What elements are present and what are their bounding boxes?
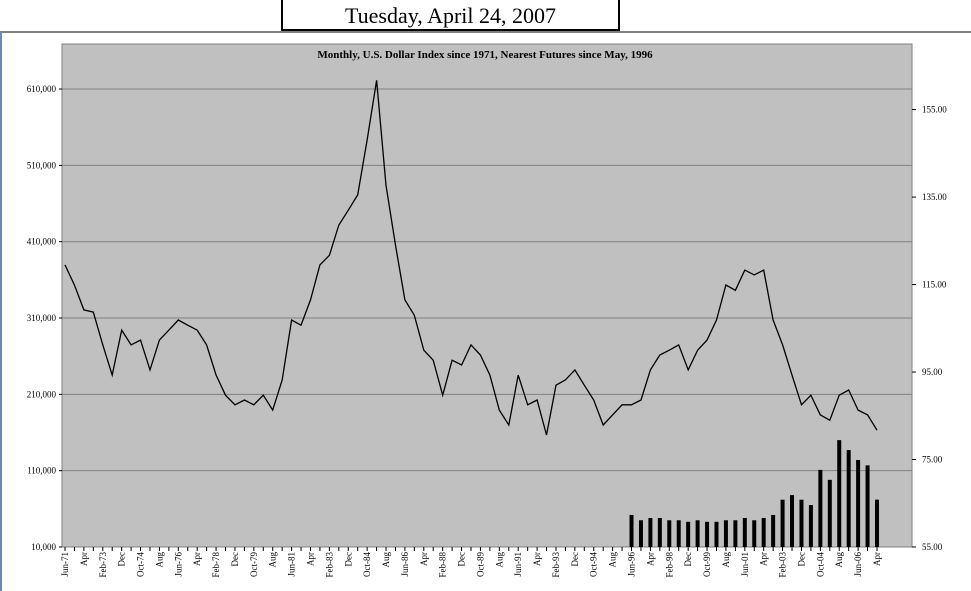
- y-tick-label: 510,000: [27, 160, 57, 170]
- volume-bar: [799, 499, 804, 547]
- x-tick-label: Apr: [79, 552, 89, 566]
- x-tick-label: Jun-01: [740, 552, 750, 577]
- volume-bar: [761, 517, 766, 547]
- volume-bar: [827, 479, 832, 547]
- volume-bar: [723, 520, 728, 547]
- y2-tick-label: 155.00: [922, 105, 947, 115]
- x-tick-label: Jun-96: [627, 552, 637, 577]
- x-tick-label: Apr: [759, 552, 769, 566]
- volume-bar: [865, 465, 870, 547]
- volume-bar: [771, 514, 776, 547]
- volume-bar: [837, 440, 842, 547]
- x-tick-label: Feb-98: [664, 552, 674, 578]
- x-tick-label: Oct-79: [249, 552, 259, 577]
- volume-bar: [856, 459, 861, 547]
- y-tick-label: 210,000: [27, 389, 57, 399]
- x-tick-label: Oct-74: [136, 552, 146, 577]
- x-tick-label: Aug: [154, 552, 164, 568]
- x-tick-label: Apr: [645, 552, 655, 566]
- x-tick-label: Oct-84: [362, 552, 372, 577]
- volume-bar: [667, 520, 672, 547]
- x-tick-label: Aug: [608, 552, 618, 568]
- x-tick-label: Oct-04: [815, 552, 825, 577]
- volume-bar: [714, 521, 719, 547]
- volume-bar: [818, 469, 823, 547]
- chart-title: Monthly, U.S. Dollar Index since 1971, N…: [317, 49, 653, 61]
- x-tick-label: Apr: [419, 552, 429, 566]
- page-title: Tuesday, April 24, 2007: [281, 0, 620, 31]
- y-tick-label: 310,000: [27, 313, 57, 323]
- x-tick-label: Jun-91: [513, 552, 523, 577]
- x-tick-label: Dec: [230, 552, 240, 567]
- volume-bar: [780, 499, 785, 547]
- x-tick-label: Feb-73: [98, 552, 108, 578]
- y-tick-label: 110,000: [27, 466, 56, 476]
- y-tick-label: 10,000: [31, 542, 56, 552]
- x-tick-label: Feb-78: [211, 552, 221, 578]
- x-tick-label: Oct-99: [702, 552, 712, 577]
- x-tick-label: Aug: [834, 552, 844, 568]
- x-tick-label: Apr: [532, 552, 542, 566]
- y-tick-label: 410,000: [27, 237, 57, 247]
- y2-tick-label: 115.00: [922, 280, 947, 290]
- volume-bar: [752, 520, 757, 547]
- x-tick-label: Feb-93: [551, 552, 561, 578]
- volume-bar: [875, 499, 879, 547]
- x-tick-label: Dec: [343, 552, 353, 567]
- volume-bar: [676, 520, 681, 547]
- volume-bar: [808, 505, 813, 547]
- y2-tick-label: 135.00: [922, 192, 947, 202]
- y2-tick-label: 55.00: [922, 542, 943, 552]
- volume-bar: [790, 495, 795, 547]
- plot-area: [61, 43, 913, 548]
- x-tick-label: Apr: [192, 552, 202, 566]
- volume-bar: [705, 521, 710, 547]
- x-tick-label: Aug: [381, 552, 391, 568]
- y2-tick-label: 95.00: [922, 367, 943, 377]
- x-tick-label: Aug: [721, 552, 731, 568]
- volume-bar: [629, 514, 634, 547]
- x-tick-label: Jun-81: [287, 552, 297, 577]
- x-tick-label: Feb-83: [324, 552, 334, 578]
- price-line: [64, 80, 878, 436]
- x-tick-label: Feb-03: [778, 552, 788, 578]
- x-tick-label: Dec: [570, 552, 580, 567]
- x-tick-label: Dec: [796, 552, 806, 567]
- x-tick-label: Oct-94: [589, 552, 599, 577]
- x-tick-label: Dec: [117, 552, 127, 567]
- x-tick-label: Apr: [872, 552, 882, 566]
- x-tick-label: Oct-89: [475, 552, 485, 577]
- x-tick-label: Jun-71: [60, 552, 70, 577]
- x-tick-label: Aug: [268, 552, 278, 568]
- y2-tick-label: 75.00: [922, 455, 943, 465]
- x-tick-label: Feb-88: [438, 552, 448, 578]
- volume-bar: [733, 520, 738, 547]
- x-tick-label: Jun-06: [853, 552, 863, 577]
- volume-bar: [742, 517, 747, 547]
- volume-bar: [686, 521, 691, 547]
- volume-bar: [638, 520, 643, 547]
- y-tick-label: 610,000: [27, 84, 57, 94]
- volume-bar: [846, 450, 851, 547]
- x-tick-label: Dec: [457, 552, 467, 567]
- volume-bar: [657, 517, 662, 547]
- x-tick-label: Jun-86: [400, 552, 410, 577]
- volume-bar: [695, 520, 700, 547]
- volume-bar: [648, 517, 653, 547]
- x-tick-label: Apr: [305, 552, 315, 566]
- x-tick-label: Dec: [683, 552, 693, 567]
- x-tick-label: Jun-76: [173, 552, 183, 577]
- x-tick-label: Aug: [494, 552, 504, 568]
